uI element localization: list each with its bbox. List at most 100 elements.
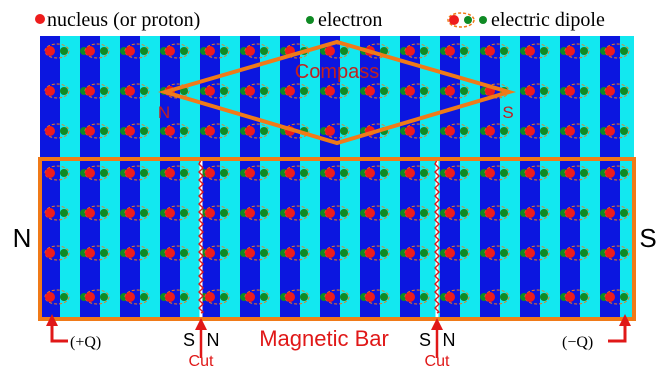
electric-dipole	[284, 289, 328, 305]
electron-dot	[180, 127, 188, 135]
electron-dot	[180, 169, 188, 177]
nucleus-dot	[245, 168, 255, 178]
legend-dipole-icon	[447, 12, 487, 28]
nucleus-dot	[565, 86, 575, 96]
electric-dipole	[244, 43, 288, 59]
electron-dot	[420, 87, 428, 95]
stripe-light	[60, 36, 80, 319]
electron-dot	[540, 47, 548, 55]
nucleus-dot	[525, 46, 535, 56]
electron-dot	[500, 249, 508, 257]
electron-dot	[620, 293, 628, 301]
electron-dot	[340, 249, 348, 257]
cut-left-north-label: N	[207, 330, 220, 350]
electric-dipole	[404, 83, 448, 99]
electric-dipole	[604, 43, 630, 59]
electric-dipole	[364, 165, 408, 181]
electron-dot	[580, 209, 588, 217]
nucleus-dot	[485, 248, 495, 258]
electron-dot	[460, 127, 468, 135]
magnetic-bar-label: Magnetic Bar	[259, 326, 389, 351]
legend-nucleus-label: nucleus (or proton)	[47, 9, 200, 31]
electric-dipole	[324, 289, 368, 305]
legend-nucleus-dot	[35, 14, 45, 24]
electron-dot	[640, 293, 648, 301]
nucleus-dot	[445, 208, 455, 218]
compass-label: Compass	[295, 61, 379, 83]
electron-dot	[620, 169, 628, 177]
dipole-grid	[44, 43, 648, 305]
left-charge-arrowhead	[46, 314, 58, 326]
electric-dipole	[284, 245, 328, 261]
nucleus-dot	[565, 126, 575, 136]
cut-marker-right: S N Cut	[419, 318, 456, 370]
nucleus-dot	[85, 86, 95, 96]
electron-dot	[540, 169, 548, 177]
electric-dipole	[604, 123, 630, 139]
nucleus-dot	[245, 248, 255, 258]
legend: nucleus (or proton) electron electric di…	[35, 9, 605, 31]
stripe-light	[540, 36, 560, 319]
stripe-light	[220, 36, 240, 319]
electron-dot	[300, 249, 308, 257]
electron-dot	[300, 293, 308, 301]
nucleus-dot	[405, 248, 415, 258]
nucleus-dot	[525, 208, 535, 218]
electron-dot	[460, 87, 468, 95]
electron-dot	[60, 209, 68, 217]
nucleus-dot	[285, 168, 295, 178]
stripe-light	[100, 36, 120, 319]
electron-dot	[260, 47, 268, 55]
nucleus-dot	[125, 292, 135, 302]
nucleus-dot	[445, 168, 455, 178]
electric-dipole	[364, 83, 408, 99]
electron-dot	[140, 127, 148, 135]
nucleus-dot	[285, 292, 295, 302]
electron-dot	[460, 249, 468, 257]
nucleus-dot	[365, 168, 375, 178]
electron-dot	[640, 87, 648, 95]
nucleus-dot	[285, 248, 295, 258]
legend-electron-label: electron	[318, 9, 382, 31]
stripe-light	[300, 36, 320, 319]
stripe-light	[180, 36, 200, 319]
nucleus-dot	[365, 208, 375, 218]
electron-dot	[380, 209, 388, 217]
electron-dot	[60, 169, 68, 177]
electron-dot	[500, 293, 508, 301]
electron-dot	[380, 87, 388, 95]
cut-right-north-label: N	[443, 330, 456, 350]
electron-dot	[500, 47, 508, 55]
nucleus-dot	[445, 126, 455, 136]
stripe-light	[340, 36, 360, 319]
electron-dot	[300, 209, 308, 217]
nucleus-dot	[125, 86, 135, 96]
electron-dot	[420, 169, 428, 177]
nucleus-dot	[605, 208, 615, 218]
electron-dot	[500, 169, 508, 177]
nucleus-dot	[205, 248, 215, 258]
electron-dot	[140, 293, 148, 301]
nucleus-dot	[485, 126, 495, 136]
nucleus-dot	[85, 208, 95, 218]
electron-dot	[340, 209, 348, 217]
electron-dot	[220, 87, 228, 95]
nucleus-dot	[85, 126, 95, 136]
electric-dipole	[284, 205, 328, 221]
nucleus-dot	[365, 292, 375, 302]
nucleus-dot	[125, 126, 135, 136]
nucleus-dot	[45, 46, 55, 56]
dipole-field	[40, 36, 648, 319]
nucleus-dot	[405, 168, 415, 178]
nucleus-dot	[245, 86, 255, 96]
nucleus-dot	[525, 292, 535, 302]
field-stripes	[40, 36, 634, 319]
nucleus-dot	[605, 46, 615, 56]
left-charge-arrow	[50, 322, 68, 343]
cut-right-label: Cut	[425, 353, 450, 370]
nucleus-dot	[165, 46, 175, 56]
stripe-light	[620, 36, 634, 319]
electron-dot	[140, 249, 148, 257]
electric-dipole	[164, 205, 208, 221]
nucleus-dot	[45, 126, 55, 136]
